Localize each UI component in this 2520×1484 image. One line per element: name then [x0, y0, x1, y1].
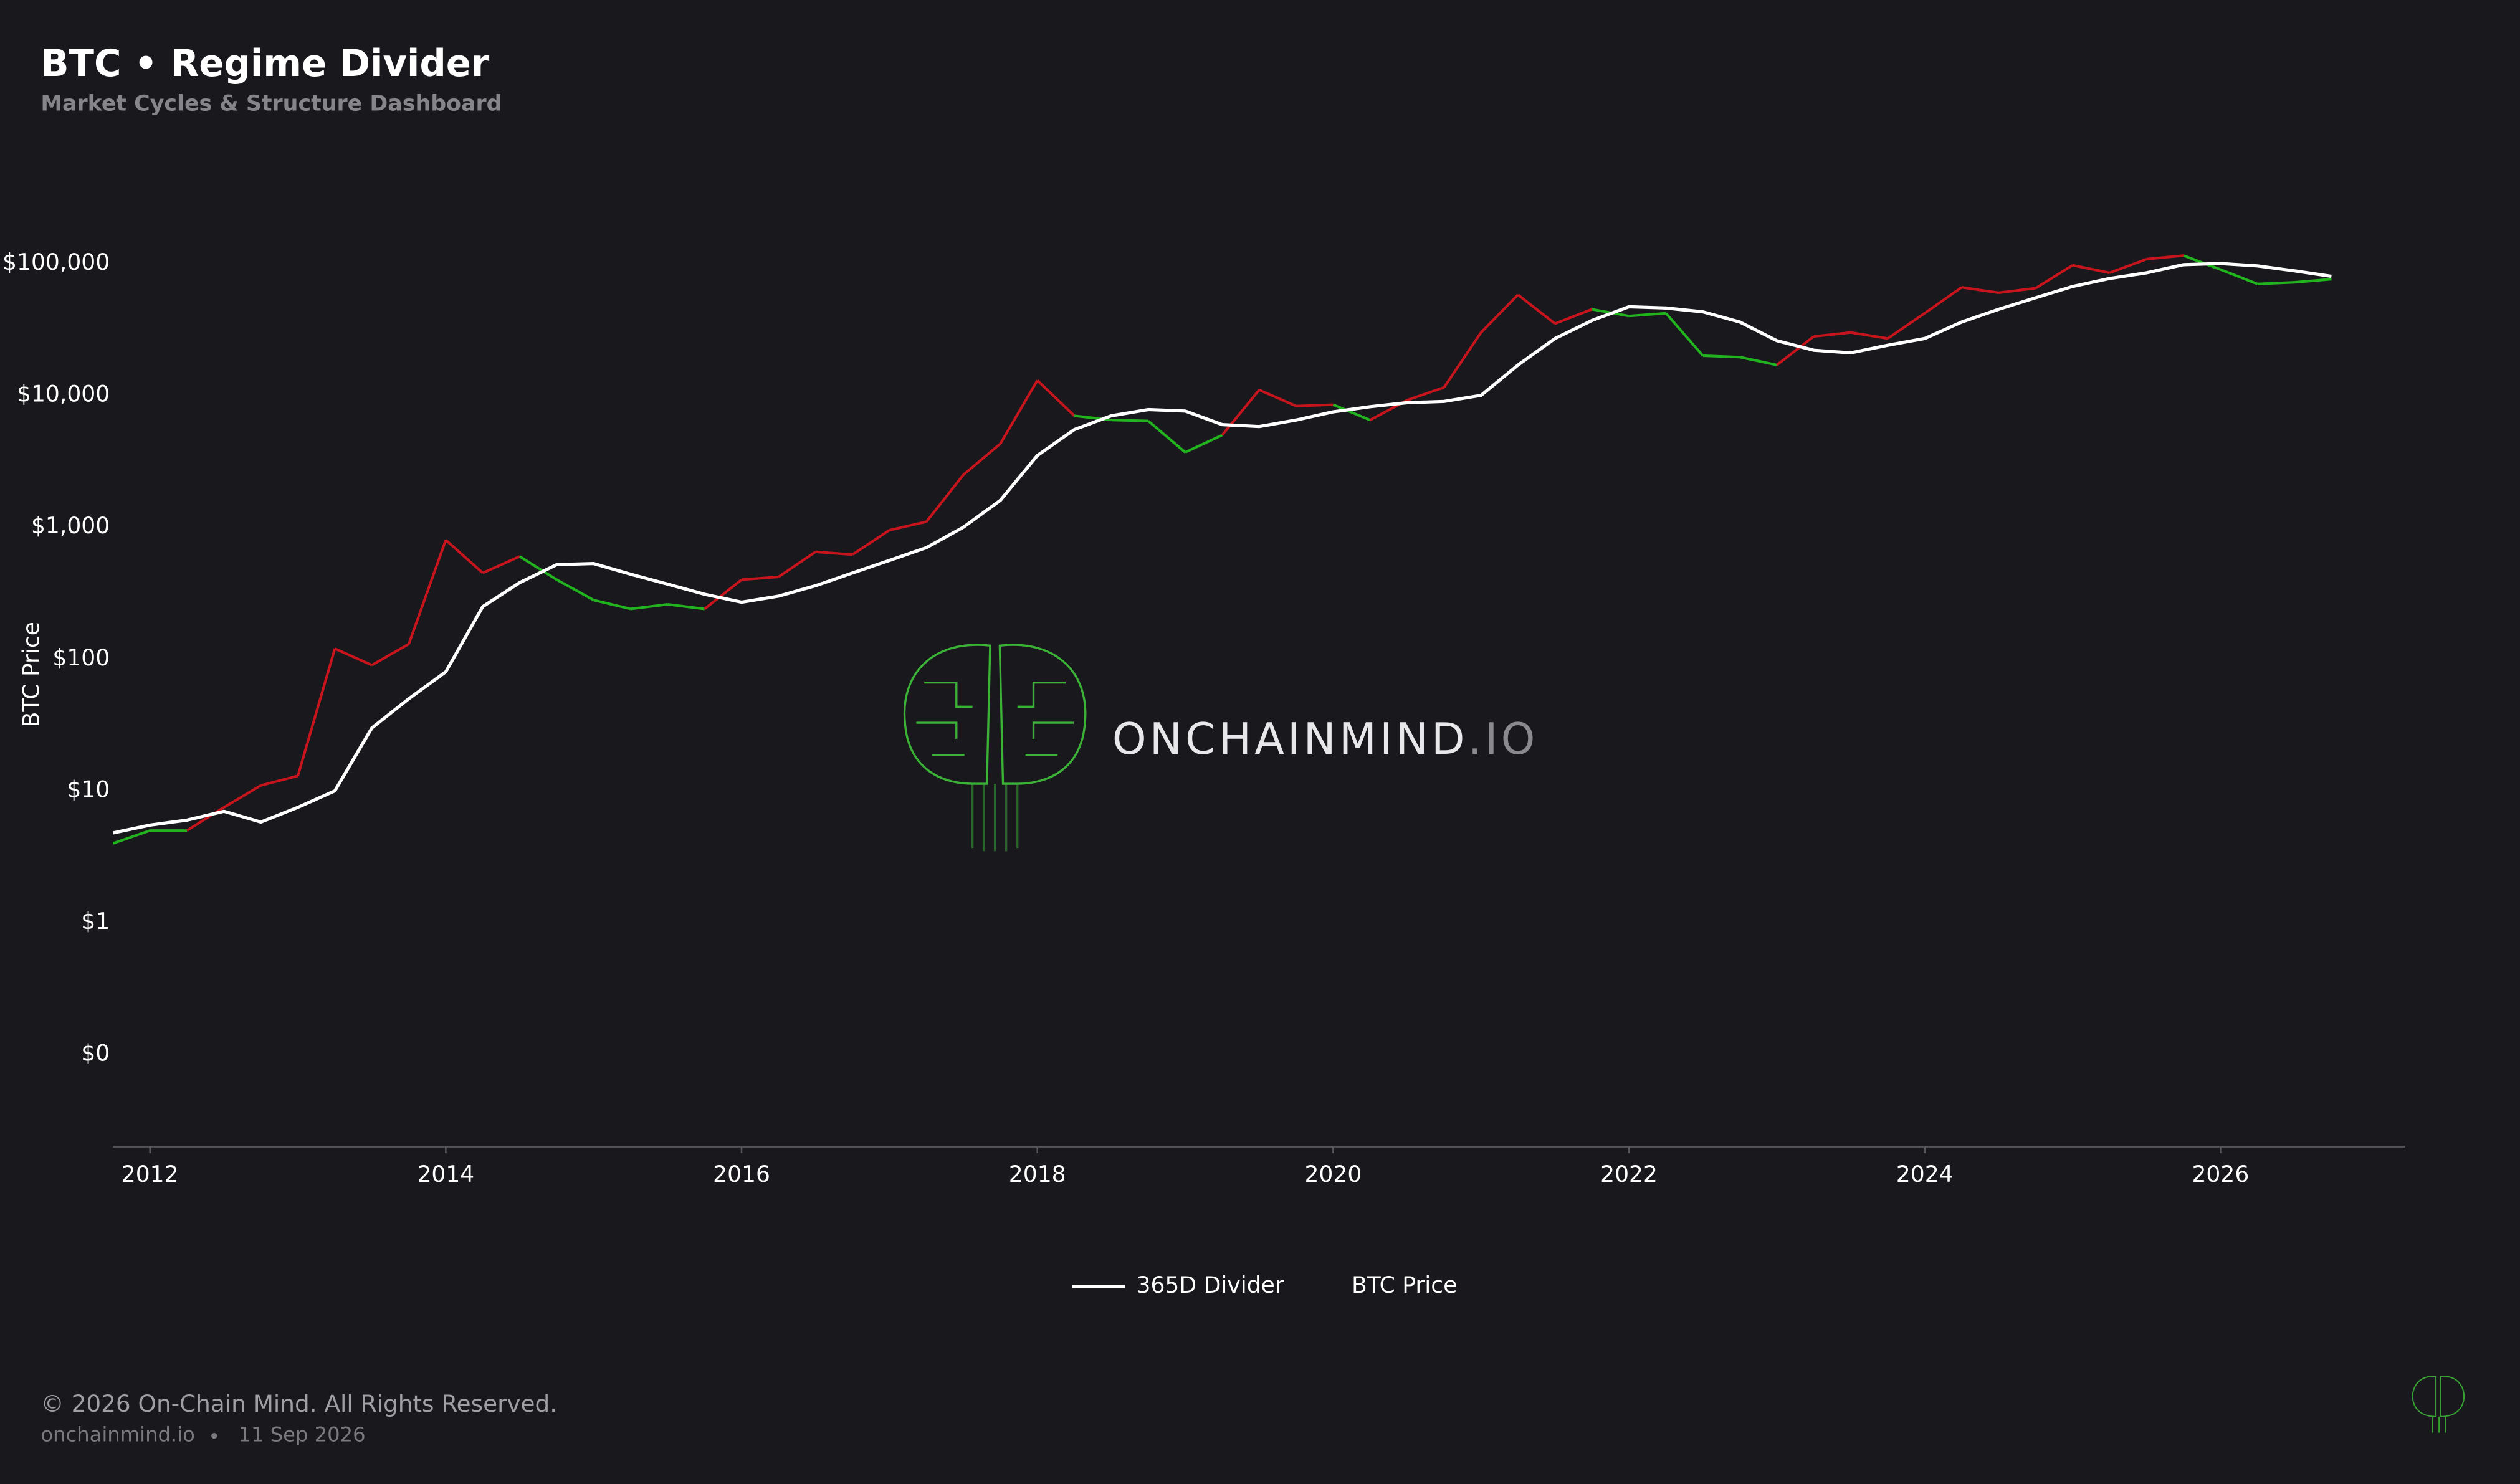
- price-segment: [260, 774, 298, 787]
- price-segment: [630, 603, 668, 611]
- x-tick-label: 2016: [713, 1161, 770, 1187]
- price-segment: [2257, 281, 2295, 285]
- x-tick-label: 2026: [2192, 1161, 2249, 1187]
- y-tick-label: $1: [81, 908, 110, 935]
- x-tick-label: 2012: [122, 1161, 179, 1187]
- price-segment: [1961, 286, 1999, 294]
- price-segment: [1850, 331, 1888, 340]
- price-segment: [1702, 354, 1740, 359]
- x-tick-label: 2014: [417, 1161, 474, 1187]
- chart-subtitle: Market Cycles & Structure Dashboard: [41, 92, 502, 117]
- price-segment: [1924, 286, 1963, 315]
- price-segment: [704, 578, 743, 611]
- footer-date: 11 Sep 2026: [238, 1423, 365, 1447]
- price-segment: [1554, 308, 1593, 325]
- price-segment: [1036, 379, 1076, 417]
- price-segment: [1443, 331, 1482, 388]
- y-axis-label: BTC Price: [18, 622, 44, 727]
- price-segment: [1258, 388, 1297, 407]
- y-tick-label: $10: [67, 776, 110, 802]
- x-tick-label: 2020: [1304, 1161, 1362, 1187]
- price-segment: [1185, 434, 1223, 454]
- chart-title: BTC • Regime Divider: [41, 42, 490, 85]
- price-segment: [1296, 403, 1334, 407]
- price-segment: [1813, 331, 1851, 338]
- price-segment: [2072, 264, 2110, 274]
- price-segment: [667, 603, 705, 611]
- y-tick-label: $1,000: [31, 513, 110, 539]
- watermark-name: ONCHAINMIND: [1112, 714, 1468, 764]
- price-segment: [851, 529, 890, 556]
- price-segment: [815, 550, 853, 556]
- price-segment: [408, 540, 447, 645]
- corner-logo: [2412, 1376, 2465, 1433]
- price-segment: [371, 642, 410, 667]
- x-tick-label: 2022: [1600, 1161, 1658, 1187]
- price-segment: [1664, 312, 1704, 357]
- price-segment: [334, 647, 373, 667]
- legend-label: 365D Divider: [1137, 1272, 1284, 1298]
- price-segment: [2035, 264, 2074, 290]
- price-segment: [2294, 278, 2332, 284]
- copyright: © 2026 On-Chain Mind. All Rights Reserve…: [41, 1390, 557, 1417]
- y-tick-label: $100: [52, 645, 110, 671]
- price-segment: [518, 555, 558, 581]
- x-tick-label: 2018: [1009, 1161, 1066, 1187]
- x-tick-label: 2024: [1896, 1161, 1954, 1187]
- price-segment: [1998, 287, 2036, 295]
- divider-line: [112, 262, 2332, 835]
- price-segment: [223, 784, 262, 809]
- price-segment: [482, 555, 520, 574]
- legend-label: BTC Price: [1352, 1272, 1457, 1298]
- footer-separator: [211, 1433, 217, 1439]
- price-segment: [297, 648, 336, 776]
- price-segment: [1776, 335, 1815, 366]
- price-segment: [999, 379, 1039, 445]
- price-segment: [1517, 293, 1556, 325]
- price-segment: [962, 442, 1001, 476]
- price-segment: [2220, 268, 2258, 285]
- y-tick-label: $100,000: [2, 249, 110, 275]
- price-segment: [1332, 403, 1371, 422]
- watermark-suffix: .IO: [1468, 714, 1539, 764]
- price-segment: [889, 520, 927, 531]
- y-tick-label: $10,000: [17, 381, 110, 407]
- price-segment: [1739, 356, 1777, 366]
- footer-site: onchainmind.io: [41, 1423, 195, 1447]
- price-segment: [1111, 419, 1148, 422]
- price-segment: [741, 575, 779, 581]
- price-segment: [1887, 312, 1926, 340]
- price-segment: [1221, 389, 1261, 436]
- price-segment: [556, 578, 594, 602]
- y-tick-label: $0: [81, 1040, 110, 1067]
- price-segment: [778, 551, 816, 578]
- watermark-logo: [903, 644, 1087, 852]
- price-segment: [925, 473, 965, 523]
- price-segment: [1628, 312, 1666, 318]
- price-segment: [112, 829, 151, 845]
- price-segment: [2109, 258, 2147, 274]
- price-segment: [593, 599, 631, 611]
- watermark-text: ONCHAINMIND.IO: [1112, 714, 1539, 764]
- price-segment: [444, 539, 484, 574]
- price-segment: [1406, 386, 1445, 402]
- price-segment: [1480, 293, 1519, 334]
- price-segment: [2146, 254, 2184, 260]
- price-line: [112, 254, 2332, 845]
- price-segment: [1147, 420, 1186, 454]
